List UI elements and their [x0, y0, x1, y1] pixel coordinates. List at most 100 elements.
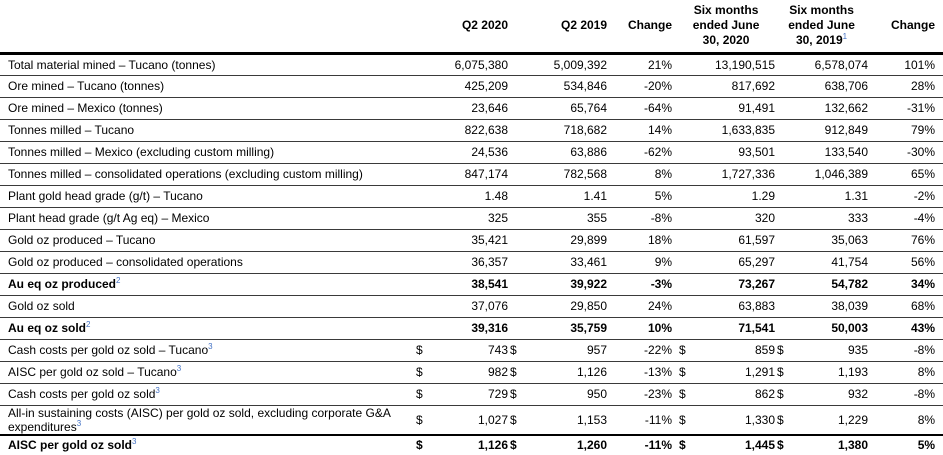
change-cell-six-months: -4% [913, 211, 936, 225]
value-cell-six-months-2020: 862 [755, 387, 776, 401]
change-cell-q2: 18% [648, 233, 673, 247]
currency-cell-q2-2020 [414, 207, 438, 229]
currency-cell-six-months-2020 [677, 317, 690, 339]
currency-cell-six-months-2019 [775, 273, 794, 295]
currency-cell-six-months-2020 [677, 229, 690, 251]
table-row: Au eq oz sold2 39,316 35,759 10% 71,541 … [0, 317, 943, 339]
value-cell-q2-2020: 729 [487, 387, 509, 401]
value-cell-q2-2020: 1,027 [477, 412, 509, 427]
currency-cell-q2-2020 [414, 251, 438, 273]
currency-cell-q2-2019 [508, 185, 532, 207]
value-cell-q2-2020: 425,209 [464, 79, 509, 93]
value-cell-q2-2019: 1,153 [577, 412, 608, 427]
value-cell-six-months-2019: 1,193 [838, 365, 869, 379]
value-cell-six-months-2020: 1,633,835 [721, 123, 776, 137]
change-cell-six-months: -30% [907, 145, 936, 159]
table-body: Total material mined – Tucano (tonnes) 6… [0, 53, 943, 455]
currency-cell-six-months-2019: $ [777, 343, 784, 357]
value-cell-six-months-2019: 935 [848, 343, 869, 357]
change-cell-q2: 9% [654, 255, 673, 269]
row-label-cell: Plant gold head grade (g/t) – Tucano [0, 185, 414, 207]
col-header-six-months-2019: Six months ended June 30, 20191 [775, 0, 868, 53]
change-cell-six-months: 68% [911, 299, 936, 313]
col-header-q2-2020: Q2 2020 [461, 18, 509, 33]
row-label: Au eq oz sold [8, 321, 86, 335]
value-cell-six-months-2020: 73,267 [738, 277, 776, 291]
currency-cell-six-months-2020 [677, 53, 690, 75]
table-row: Gold oz produced – Tucano 35,421 29,899 … [0, 229, 943, 251]
value-cell-q2-2020: 35,421 [471, 233, 509, 247]
row-label: Ore mined – Tucano (tonnes) [8, 79, 165, 93]
row-label: Gold oz sold [8, 299, 75, 313]
currency-cell-six-months-2019 [775, 53, 794, 75]
change-cell-six-months: -8% [913, 387, 936, 401]
value-cell-six-months-2020: 1,445 [745, 438, 776, 453]
row-label-cell: Tonnes milled – Tucano [0, 119, 414, 141]
footnote-ref: 3 [208, 342, 213, 351]
value-cell-q2-2020: 23,646 [471, 101, 509, 115]
currency-cell-six-months-2019 [775, 163, 794, 185]
value-cell-six-months-2020: 1.29 [751, 189, 776, 203]
change-cell-six-months: 34% [911, 277, 936, 291]
row-label: Gold oz produced – consolidated operatio… [8, 255, 243, 269]
value-cell-q2-2020: 743 [487, 343, 509, 357]
change-cell-q2: 5% [654, 189, 673, 203]
value-cell-q2-2019: 35,759 [570, 321, 608, 335]
value-cell-q2-2020: 822,638 [464, 123, 509, 137]
value-cell-six-months-2020: 817,692 [731, 79, 776, 93]
value-cell-six-months-2020: 859 [755, 343, 776, 357]
value-cell-q2-2020: 1,126 [477, 438, 509, 453]
row-label: Total material mined – Tucano (tonnes) [8, 57, 216, 72]
footnote-ref: 2 [86, 320, 91, 329]
currency-cell-q2-2019: $ [510, 343, 517, 357]
value-cell-q2-2019: 355 [587, 211, 608, 225]
table-header: Q2 2020 Q2 2019 Change Six months ended … [0, 0, 943, 53]
row-label-cell: Tonnes milled – Mexico (excluding custom… [0, 141, 414, 163]
change-cell-six-months: 5% [917, 438, 936, 453]
currency-cell-six-months-2020 [677, 119, 690, 141]
col-header-q2-2019: Q2 2019 [560, 18, 608, 33]
row-label: Cash costs per gold oz sold [8, 387, 156, 401]
currency-cell-six-months-2020: $ [679, 412, 686, 427]
currency-cell-q2-2019 [508, 295, 532, 317]
value-cell-six-months-2019: 6,578,074 [814, 57, 869, 72]
currency-cell-six-months-2019: $ [777, 412, 784, 427]
value-cell-six-months-2020: 13,190,515 [714, 57, 776, 72]
value-cell-q2-2020: 39,316 [471, 321, 509, 335]
row-label-cell: Gold oz sold [0, 295, 414, 317]
value-cell-six-months-2020: 61,597 [738, 233, 776, 247]
row-label-cell: Ore mined – Tucano (tonnes) [0, 75, 414, 97]
table-row: Gold oz produced – consolidated operatio… [0, 251, 943, 273]
currency-cell-q2-2020 [414, 53, 438, 75]
value-cell-q2-2019: 63,886 [570, 145, 608, 159]
change-cell-six-months: 8% [917, 412, 936, 427]
change-cell-six-months: -31% [907, 101, 936, 115]
footnote-ref: 3 [76, 418, 82, 428]
change-cell-six-months: 65% [911, 167, 936, 181]
row-label: Plant gold head grade (g/t) – Tucano [8, 189, 203, 203]
currency-cell-q2-2020 [414, 75, 438, 97]
table-row: AISC per gold oz sold – Tucano3 $ 982 $ … [0, 361, 943, 383]
row-label-cell: Au eq oz produced2 [0, 273, 414, 295]
value-cell-six-months-2020: 1,330 [745, 412, 776, 427]
currency-cell-q2-2020 [414, 185, 438, 207]
value-cell-six-months-2020: 65,297 [738, 255, 776, 269]
row-label-cell: Au eq oz sold2 [0, 317, 414, 339]
row-label-cell: Gold oz produced – consolidated operatio… [0, 251, 414, 273]
currency-cell-six-months-2019 [775, 295, 794, 317]
table-row: Gold oz sold 37,076 29,850 24% 63,883 38… [0, 295, 943, 317]
footnote-ref: 3 [155, 386, 160, 395]
change-cell-six-months: -2% [913, 189, 936, 203]
row-label-cell: Plant head grade (g/t Ag eq) – Mexico [0, 207, 414, 229]
row-label: Au eq oz produced [8, 277, 116, 291]
value-cell-six-months-2020: 91,491 [738, 101, 776, 115]
row-label: Tonnes milled – Tucano [8, 123, 135, 137]
currency-cell-q2-2020 [414, 229, 438, 251]
value-cell-q2-2019: 1,260 [577, 438, 608, 453]
currency-cell-q2-2019 [508, 119, 532, 141]
currency-cell-q2-2019 [508, 75, 532, 97]
value-cell-q2-2019: 534,846 [563, 79, 608, 93]
currency-cell-q2-2019 [508, 317, 532, 339]
row-label: AISC per gold oz sold [8, 438, 133, 453]
change-cell-six-months: 101% [904, 57, 936, 72]
